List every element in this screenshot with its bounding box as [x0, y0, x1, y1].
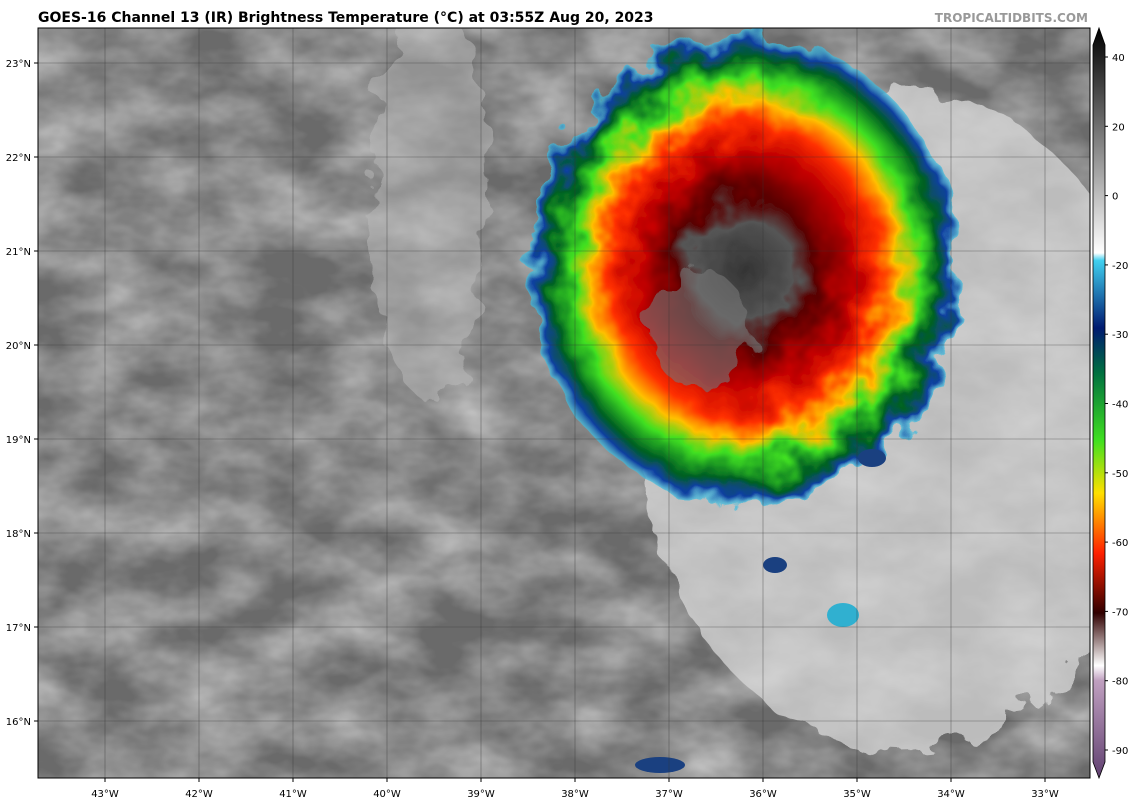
- lon-label: 33°W: [1031, 789, 1059, 800]
- colorbar-label: -20: [1112, 261, 1128, 272]
- colorbar-label: 20: [1112, 122, 1125, 133]
- lat-label: 17°N: [6, 623, 31, 634]
- lon-label: 34°W: [937, 789, 965, 800]
- graticule: [38, 28, 1090, 778]
- lat-label: 19°N: [6, 435, 31, 446]
- colorbar-label: 40: [1112, 53, 1125, 64]
- colorbar-label: -30: [1112, 330, 1128, 341]
- colorbar-label: -50: [1112, 469, 1128, 480]
- lon-label: 40°W: [373, 789, 401, 800]
- colorbar-label: -40: [1112, 400, 1128, 411]
- colorbar-label: -70: [1112, 607, 1128, 618]
- lon-label: 35°W: [843, 789, 871, 800]
- lon-label: 43°W: [91, 789, 119, 800]
- lon-label: 37°W: [655, 789, 683, 800]
- lat-label: 18°N: [6, 529, 31, 540]
- colorbar-label: -60: [1112, 538, 1128, 549]
- lat-label: 22°N: [6, 153, 31, 164]
- lon-label: 41°W: [279, 789, 307, 800]
- lon-label: 39°W: [467, 789, 495, 800]
- lon-label: 36°W: [749, 789, 777, 800]
- colorbar-label: -80: [1112, 677, 1128, 688]
- lat-label: 16°N: [6, 717, 31, 728]
- lat-label: 21°N: [6, 247, 31, 258]
- colorbar-label: -90: [1112, 746, 1128, 757]
- lon-label: 38°W: [561, 789, 589, 800]
- lat-label: 23°N: [6, 59, 31, 70]
- satellite-image: [38, 28, 1090, 778]
- lon-label: 42°W: [185, 789, 213, 800]
- colorbar: [1092, 26, 1106, 780]
- lat-label: 20°N: [6, 341, 31, 352]
- title: GOES-16 Channel 13 (IR) Brightness Tempe…: [38, 10, 654, 26]
- map-frame: [37, 27, 1091, 779]
- colorbar-label: 0: [1112, 192, 1118, 203]
- watermark: TROPICALTIDBITS.COM: [935, 11, 1088, 25]
